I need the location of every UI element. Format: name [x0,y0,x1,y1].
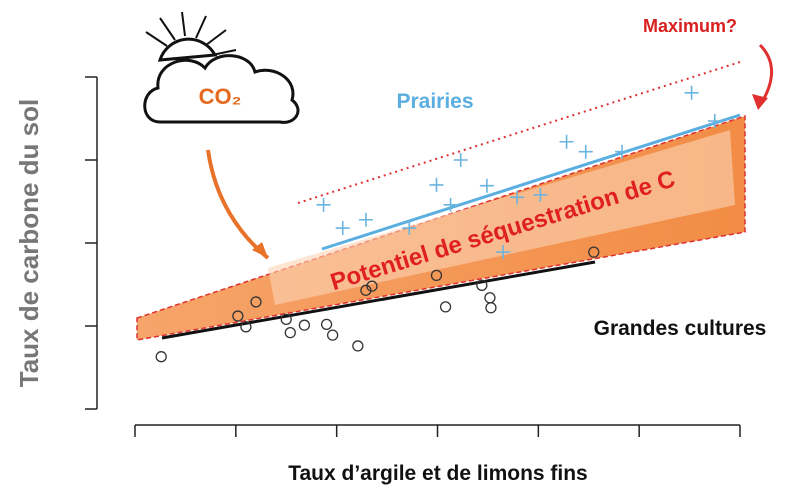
point [240,321,252,333]
point [316,197,331,212]
point [588,246,600,258]
point [484,292,496,304]
point [232,310,244,322]
series-label: Grandes cultures [594,317,767,340]
point [578,144,593,159]
point [684,85,699,100]
point [250,296,262,308]
point [298,319,311,331]
point [559,134,574,149]
point [430,269,443,282]
point [366,280,378,292]
point [360,284,372,296]
series-label: Prairies [396,90,473,113]
co2-cloud [143,11,300,124]
point [429,177,444,192]
point [402,221,417,236]
point [510,190,525,205]
cultures-trend [161,260,596,340]
co2-arrowhead [252,242,268,258]
point [335,221,350,236]
point [533,187,548,202]
point [496,245,511,260]
point [326,329,339,341]
prairies-trend [321,113,741,251]
point [615,144,630,159]
maximum-label: Maximum? [643,16,737,36]
maximum-arrowhead [752,94,768,110]
point [352,340,364,352]
co2-arrow [206,149,270,260]
point [479,178,494,193]
co2-label: CO₂ [199,84,242,109]
point [476,279,488,291]
point [320,318,333,330]
y-axis-label: Taux de carbone du sol [14,99,44,387]
point [707,113,722,128]
point [443,197,458,212]
band-highlight [268,130,735,305]
point [453,153,468,167]
point [155,351,167,363]
point [439,301,452,313]
point [280,313,292,326]
x-axis-label: Taux d’argile et de limons fins [288,462,588,485]
maximum-arrow [758,43,774,106]
point [358,212,373,227]
point [284,326,296,339]
point [485,302,497,314]
